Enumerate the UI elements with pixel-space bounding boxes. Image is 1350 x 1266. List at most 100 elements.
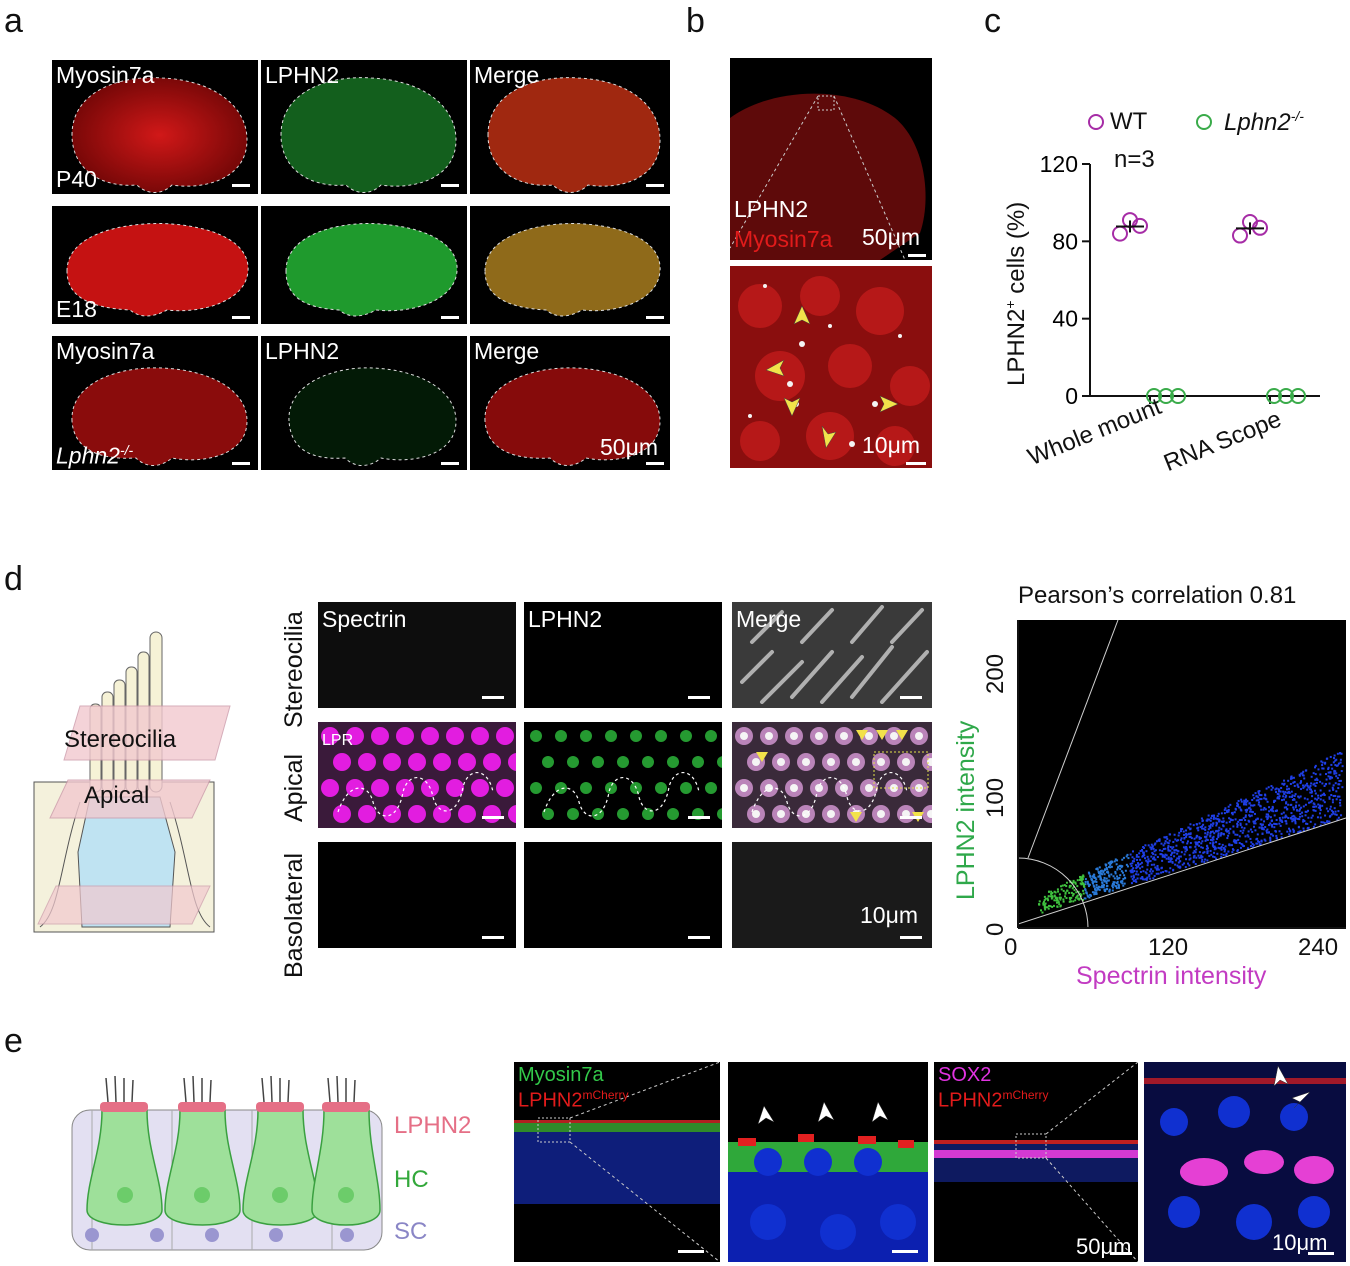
- row-label-basolateral: Basolateral: [280, 852, 308, 978]
- chart-c-point: [1232, 227, 1248, 244]
- chart-c-ytick-label: 40: [1052, 306, 1078, 332]
- scale-bar: [646, 184, 664, 187]
- image-a-merge-e18: [470, 206, 670, 324]
- label-scale-10um: 10μm: [1272, 1230, 1328, 1255]
- scale-bar: [646, 462, 664, 465]
- row-label-apical: Apical: [280, 753, 308, 822]
- label-scale-50um: 50μm: [600, 434, 658, 460]
- scale-bar: [482, 816, 504, 819]
- image-a-lphn2-p40: LPHN2: [261, 60, 467, 194]
- scatter-xlabel: Spectrin intensity: [1076, 962, 1267, 990]
- label-lphn2: LPHN2: [265, 62, 340, 88]
- scale-bar: [892, 1250, 918, 1253]
- label-merge: Merge: [736, 606, 802, 632]
- label-spectrin: Spectrin: [322, 606, 407, 632]
- scale-bar: [441, 184, 459, 187]
- scale-bar: [900, 816, 922, 819]
- scale-bar: [1308, 1252, 1334, 1255]
- schematic-label-apical: Apical: [84, 782, 150, 809]
- label-lphn2-mcherry: LPHN2mCherry: [518, 1088, 629, 1112]
- scatter-title: Pearson’s correlation 0.81: [1018, 582, 1297, 609]
- image-a-merge-p40: Merge: [470, 60, 670, 194]
- chart-c-point: [1170, 388, 1186, 404]
- label-myosin7a: Myosin7a: [734, 226, 833, 252]
- image-d-stereo-spectrin: Spectrin: [318, 602, 516, 708]
- scatter-ytick-100: 100: [982, 777, 1009, 818]
- scale-bar: [441, 462, 459, 465]
- chart-c-point: [1290, 388, 1306, 404]
- image-b-zoom: 10μm: [730, 266, 932, 468]
- hair-cell-schematic: [33, 631, 231, 933]
- label-lphn2: LPHN2: [265, 338, 340, 364]
- image-a-myosin-e18: E18: [52, 206, 258, 324]
- scale-bar: [678, 1250, 704, 1253]
- legend-hc: HC: [394, 1166, 429, 1193]
- panel-letter-d: d: [4, 560, 23, 598]
- scatter-ytick-200: 200: [982, 653, 1009, 694]
- scale-bar: [688, 816, 710, 819]
- chart-c-point: [1266, 388, 1282, 404]
- image-d-baso-merge: 10μm: [732, 842, 932, 948]
- legend-marker-wt: [1088, 114, 1104, 130]
- image-a-merge-ko: Merge 50μm: [470, 336, 670, 470]
- scale-bar: [482, 936, 504, 939]
- scale-bar: [441, 316, 459, 319]
- image-d-baso-spectrin: [318, 842, 516, 948]
- image-d-stereo-lphn2: LPHN2: [524, 602, 722, 708]
- label-scale-10um: 10μm: [862, 432, 920, 458]
- legend-lphn2: LPHN2: [394, 1112, 472, 1139]
- label-scale-10um: 10μm: [860, 902, 918, 928]
- label-myosin7a: Myosin7a: [56, 62, 155, 88]
- scale-bar: [646, 316, 664, 319]
- chart-c: 0 40 80 120: [1040, 114, 1320, 409]
- panel-letter-e: e: [4, 1022, 23, 1060]
- label-merge: Merge: [474, 62, 540, 88]
- panel-letter-a: a: [4, 2, 23, 40]
- label-age-p40: P40: [56, 166, 97, 192]
- scatter-xtick-120: 120: [1148, 934, 1189, 961]
- scale-bar: [1110, 1252, 1132, 1255]
- image-a-myosin-p40: Myosin7a P40: [52, 60, 258, 194]
- scale-bar: [232, 462, 250, 465]
- label-lphn2: LPHN2: [528, 606, 603, 632]
- image-e-overview-myosin: Myosin7a LPHN2mCherry: [514, 1062, 720, 1262]
- label-genotype: Lphn2-/-: [56, 442, 134, 469]
- image-b-overview: LPHN2 Myosin7a 50μm: [730, 58, 932, 260]
- legend-label-ko: Lphn2-/-: [1224, 108, 1304, 136]
- image-e-zoom-sox2: 10μm: [1144, 1062, 1346, 1262]
- image-d-apical-lphn2: [524, 722, 722, 828]
- label-myosin7a: Myosin7a: [518, 1064, 604, 1086]
- legend-marker-ko: [1196, 114, 1212, 130]
- scatter-plot: [1018, 620, 1346, 928]
- image-d-apical-merge: [732, 722, 932, 828]
- chart-c-ylabel: LPHN2+ cells (%): [1002, 201, 1030, 386]
- image-e-overview-sox2: SOX2 LPHN2mCherry 50μm: [934, 1062, 1138, 1262]
- scale-bar: [900, 696, 922, 699]
- image-d-stereo-merge: Merge: [732, 602, 932, 708]
- scatter-ytick-0: 0: [982, 922, 1009, 936]
- schematic-label-stereocilia: Stereocilia: [64, 726, 177, 753]
- chart-c-ytick-label: 80: [1052, 228, 1078, 254]
- chart-c-point: [1146, 388, 1162, 404]
- panel-letter-b: b: [686, 2, 705, 40]
- scatter-xtick-240: 240: [1298, 934, 1339, 961]
- panel-letter-c: c: [984, 2, 1001, 40]
- scale-bar: [688, 936, 710, 939]
- chart-c-point: [1112, 225, 1128, 242]
- row-label-stereocilia: Stereocilia: [280, 611, 308, 728]
- image-a-lphn2-e18: [261, 206, 467, 324]
- label-merge: Merge: [474, 338, 540, 364]
- label-age-e18: E18: [56, 296, 97, 322]
- scale-bar: [232, 316, 250, 319]
- legend-label-wt: WT: [1110, 108, 1148, 135]
- scatter-ylabel: LPHN2 intensity: [952, 720, 980, 900]
- chart-c-point: [1278, 388, 1294, 404]
- chart-c-ytick-label: 120: [1040, 151, 1078, 177]
- label-lphn2: LPHN2: [734, 196, 809, 222]
- image-e-zoom-myosin: [728, 1062, 928, 1262]
- image-d-apical-spectrin: LPR: [318, 722, 516, 828]
- label-lphn2-mcherry: LPHN2mCherry: [938, 1088, 1049, 1112]
- chart-c-annotation: n=3: [1114, 146, 1155, 173]
- legend-sc: SC: [394, 1218, 428, 1245]
- label-sox2: SOX2: [938, 1064, 992, 1086]
